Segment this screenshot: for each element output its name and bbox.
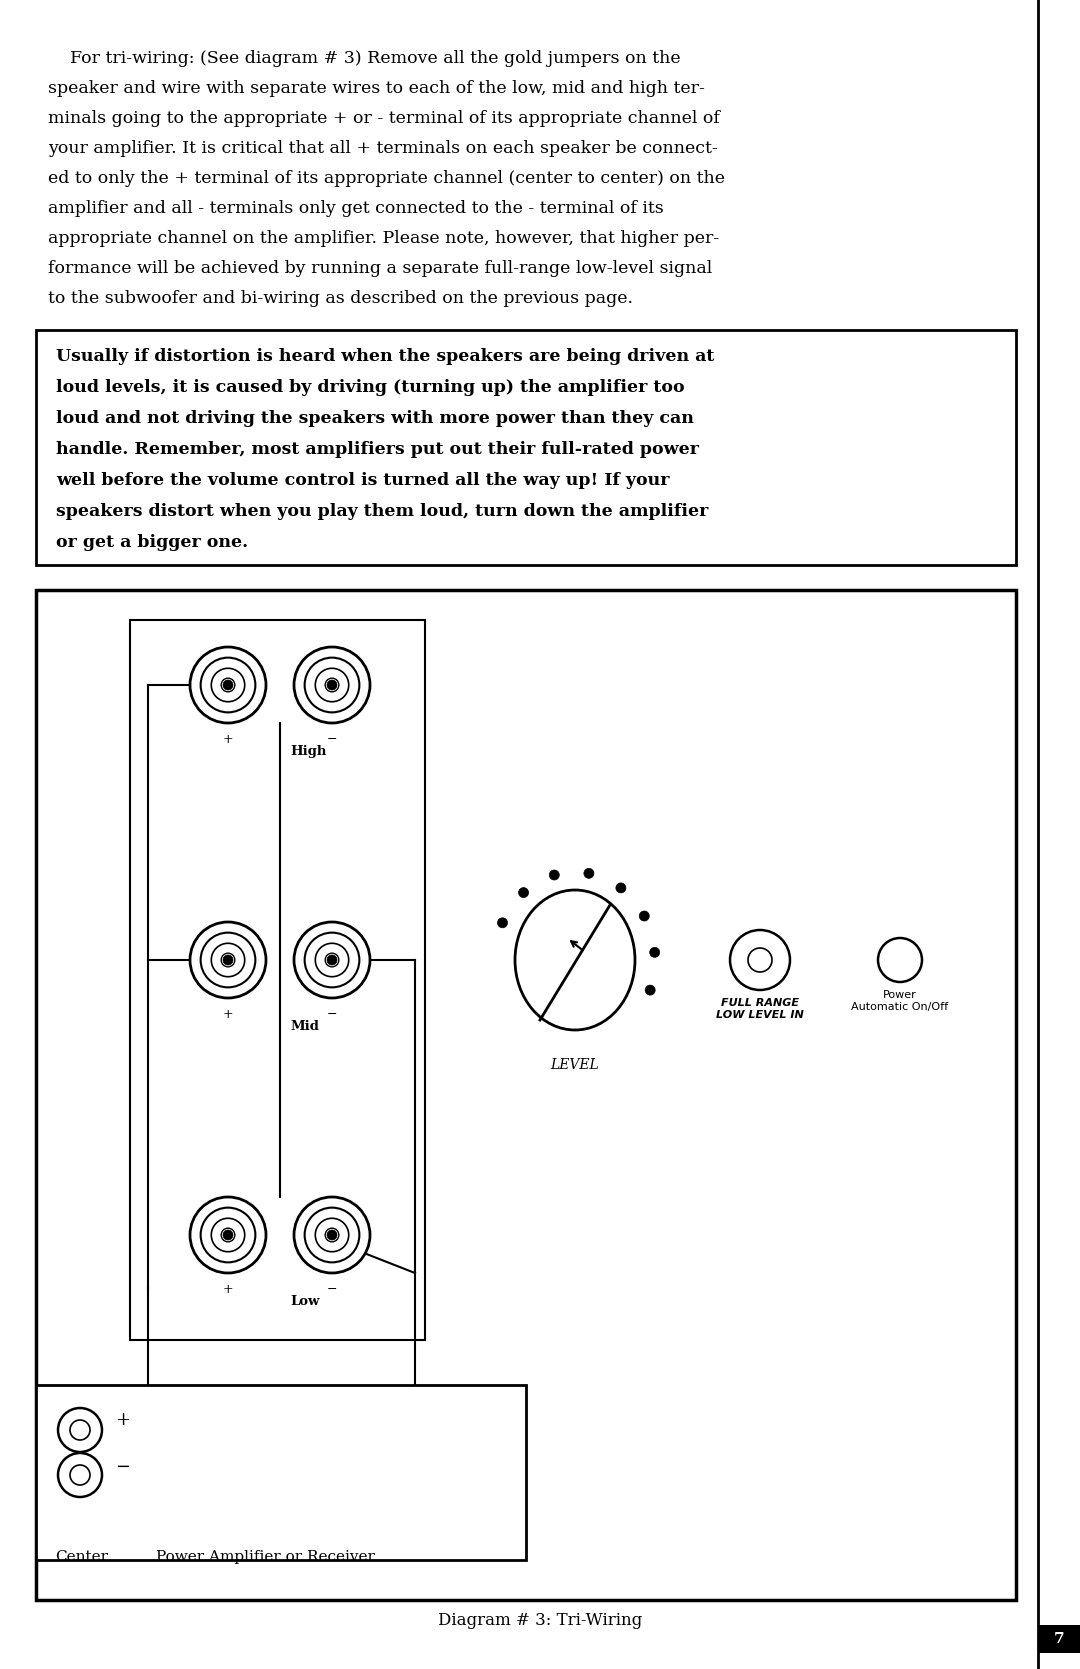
Bar <box>1038 1626 1080 1652</box>
Bar <box>130 619 426 1340</box>
Text: Mid: Mid <box>291 1020 319 1033</box>
Text: −: − <box>327 1008 337 1021</box>
Circle shape <box>616 883 626 893</box>
Text: For tri-wiring: (See diagram # 3) Remove all the gold jumpers on the: For tri-wiring: (See diagram # 3) Remove… <box>48 50 680 67</box>
Circle shape <box>221 1228 234 1242</box>
Text: appropriate channel on the amplifier. Please note, however, that higher per-: appropriate channel on the amplifier. Pl… <box>48 230 719 247</box>
Circle shape <box>212 1218 245 1252</box>
Text: −: − <box>327 733 337 746</box>
Circle shape <box>325 953 339 966</box>
Text: ed to only the + terminal of its appropriate channel (center to center) on the: ed to only the + terminal of its appropr… <box>48 170 725 187</box>
Circle shape <box>650 948 660 958</box>
Circle shape <box>221 678 234 693</box>
Circle shape <box>327 955 337 965</box>
Circle shape <box>878 938 922 981</box>
Circle shape <box>58 1454 102 1497</box>
Circle shape <box>70 1465 90 1485</box>
Circle shape <box>222 679 233 689</box>
Text: LEVEL: LEVEL <box>551 1058 599 1071</box>
Text: 7: 7 <box>1054 1632 1064 1646</box>
Text: +: + <box>222 1008 233 1021</box>
Circle shape <box>201 1208 255 1262</box>
Text: your amplifier. It is critical that all + terminals on each speaker be connect-: your amplifier. It is critical that all … <box>48 140 718 157</box>
Circle shape <box>327 679 337 689</box>
Circle shape <box>315 943 349 976</box>
Text: Diagram # 3: Tri-Wiring: Diagram # 3: Tri-Wiring <box>437 1612 643 1629</box>
Circle shape <box>190 1197 266 1273</box>
Text: +: + <box>222 733 233 746</box>
Text: +: + <box>222 1283 233 1297</box>
Circle shape <box>70 1420 90 1440</box>
Text: amplifier and all - terminals only get connected to the - terminal of its: amplifier and all - terminals only get c… <box>48 200 664 217</box>
Circle shape <box>201 658 255 713</box>
Circle shape <box>222 955 233 965</box>
Circle shape <box>222 1230 233 1240</box>
Circle shape <box>305 1208 360 1262</box>
Text: FULL RANGE
LOW LEVEL IN: FULL RANGE LOW LEVEL IN <box>716 998 804 1020</box>
Text: Low: Low <box>291 1295 320 1308</box>
Bar <box>36 330 1016 566</box>
Bar <box>36 1385 526 1561</box>
Circle shape <box>294 648 370 723</box>
Ellipse shape <box>515 890 635 1030</box>
Circle shape <box>730 930 789 990</box>
Circle shape <box>748 948 772 971</box>
Text: loud and not driving the speakers with more power than they can: loud and not driving the speakers with m… <box>56 411 693 427</box>
Circle shape <box>639 911 649 921</box>
Circle shape <box>294 921 370 998</box>
Text: well before the volume control is turned all the way up! If your: well before the volume control is turned… <box>56 472 670 489</box>
Circle shape <box>221 953 234 966</box>
Circle shape <box>190 921 266 998</box>
Text: −: − <box>327 1283 337 1297</box>
Text: to the subwoofer and bi-wiring as described on the previous page.: to the subwoofer and bi-wiring as descri… <box>48 290 633 307</box>
Circle shape <box>212 668 245 701</box>
Circle shape <box>518 888 528 898</box>
Text: loud levels, it is caused by driving (turning up) the amplifier too: loud levels, it is caused by driving (tu… <box>56 379 685 396</box>
Text: speakers distort when you play them loud, turn down the amplifier: speakers distort when you play them loud… <box>56 502 708 521</box>
Circle shape <box>294 1197 370 1273</box>
Text: −: − <box>114 1459 130 1475</box>
Circle shape <box>584 868 594 878</box>
Circle shape <box>315 668 349 701</box>
Circle shape <box>498 918 508 928</box>
Text: speaker and wire with separate wires to each of the low, mid and high ter-: speaker and wire with separate wires to … <box>48 80 705 97</box>
Circle shape <box>305 933 360 988</box>
Text: Usually if distortion is heard when the speakers are being driven at: Usually if distortion is heard when the … <box>56 349 714 366</box>
Text: or get a bigger one.: or get a bigger one. <box>56 534 248 551</box>
Circle shape <box>212 943 245 976</box>
Text: minals going to the appropriate + or - terminal of its appropriate channel of: minals going to the appropriate + or - t… <box>48 110 720 127</box>
Text: Power
Automatic On/Off: Power Automatic On/Off <box>851 990 948 1011</box>
Circle shape <box>327 1230 337 1240</box>
Circle shape <box>190 648 266 723</box>
Text: formance will be achieved by running a separate full-range low-level signal: formance will be achieved by running a s… <box>48 260 712 277</box>
Text: Power Amplifier or Receiver: Power Amplifier or Receiver <box>156 1551 375 1564</box>
Circle shape <box>201 933 255 988</box>
Circle shape <box>58 1409 102 1452</box>
Circle shape <box>305 658 360 713</box>
Circle shape <box>325 1228 339 1242</box>
Text: handle. Remember, most amplifiers put out their full-rated power: handle. Remember, most amplifiers put ou… <box>56 441 699 457</box>
Circle shape <box>325 678 339 693</box>
Text: +: + <box>114 1410 130 1429</box>
Circle shape <box>315 1218 349 1252</box>
Circle shape <box>645 985 656 995</box>
Text: Center: Center <box>55 1551 108 1564</box>
Text: High: High <box>291 744 326 758</box>
Circle shape <box>550 870 559 880</box>
Bar <box>36 591 1016 1601</box>
